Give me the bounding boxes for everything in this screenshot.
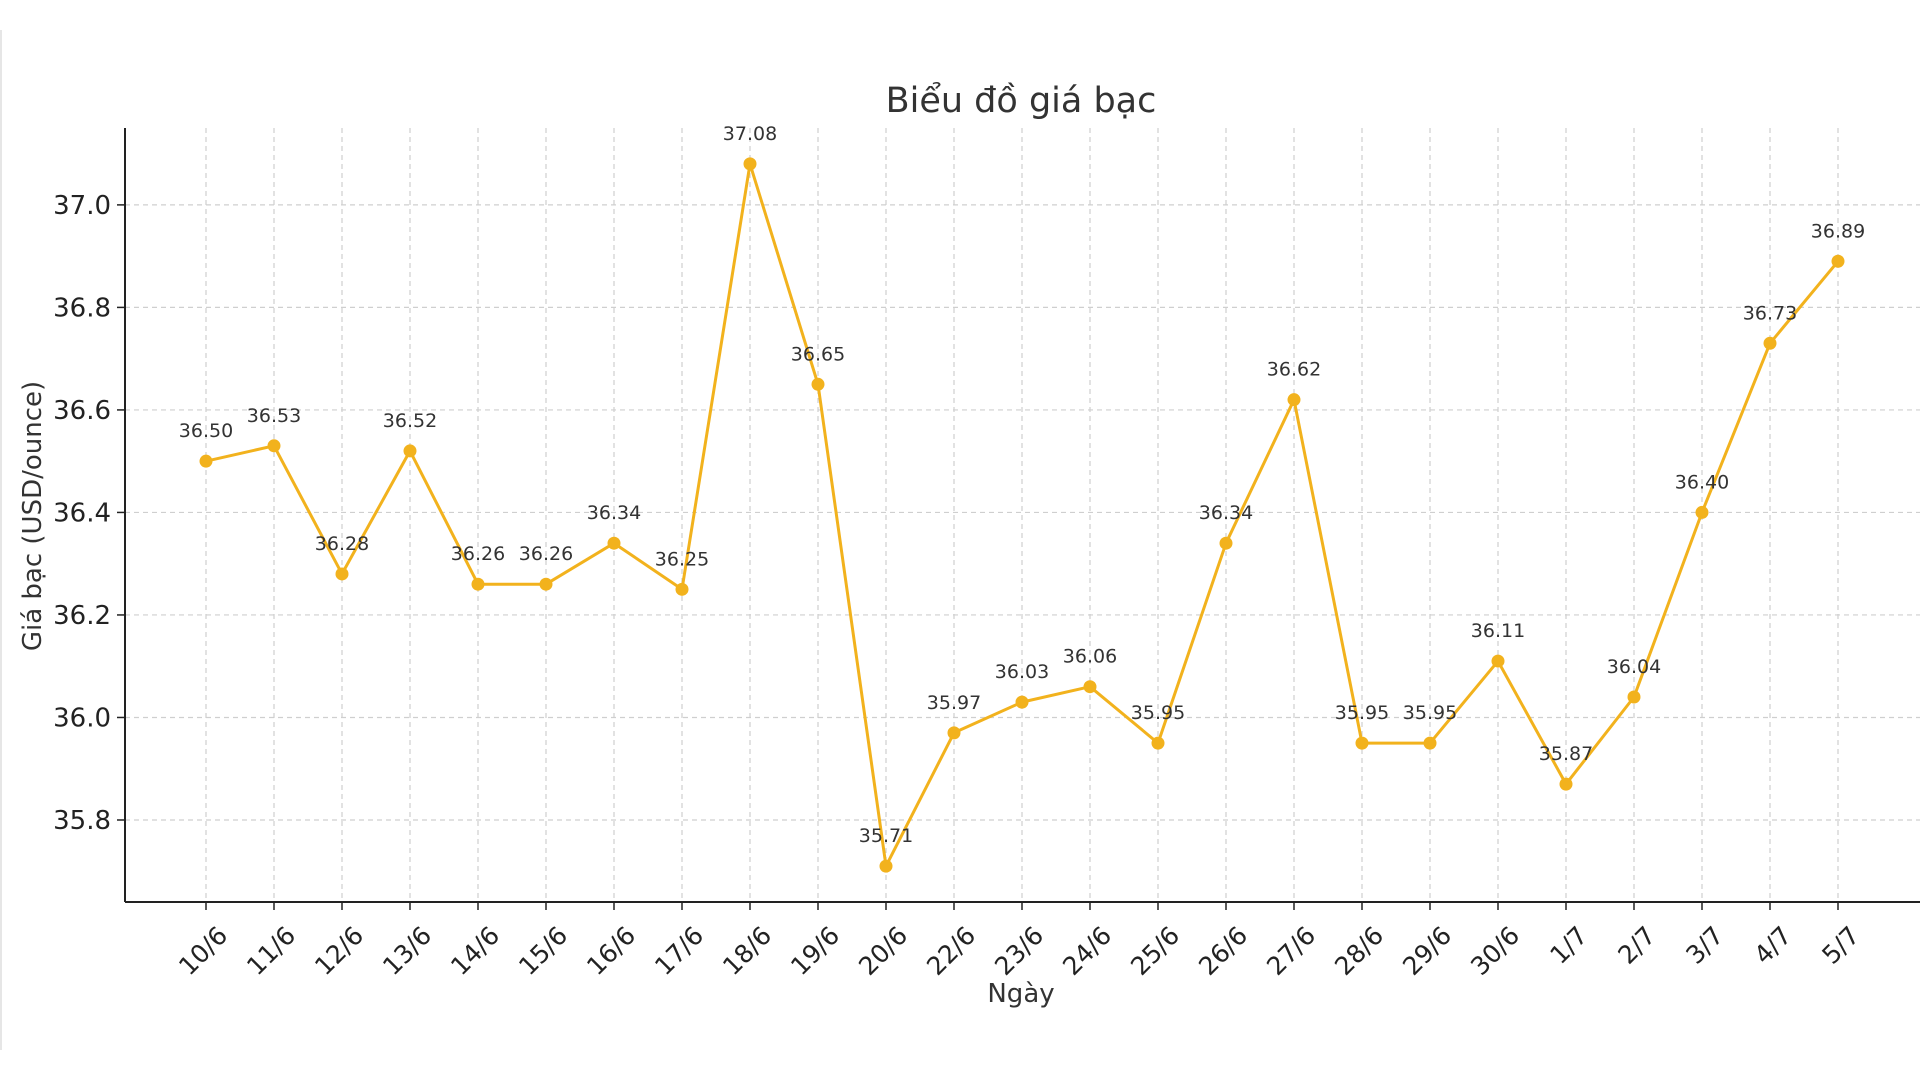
y-tick-label: 37.0 bbox=[53, 191, 111, 221]
data-label: 36.28 bbox=[315, 533, 369, 555]
data-point[interactable] bbox=[1763, 336, 1777, 350]
x-tick-label: 16/6 bbox=[581, 921, 641, 981]
x-tick-label: 10/6 bbox=[173, 921, 233, 981]
y-tick-label: 35.8 bbox=[53, 806, 111, 836]
data-label: 35.87 bbox=[1539, 743, 1593, 765]
data-label: 36.34 bbox=[587, 502, 641, 524]
data-label: 36.26 bbox=[451, 543, 505, 565]
x-tick-label: 4/7 bbox=[1748, 921, 1797, 970]
x-tick-label: 11/6 bbox=[241, 921, 301, 981]
y-axis-title: Giá bạc (USD/ounce) bbox=[18, 381, 48, 651]
data-point[interactable] bbox=[199, 454, 213, 468]
data-label: 36.06 bbox=[1063, 646, 1117, 668]
data-label: 35.95 bbox=[1131, 702, 1185, 724]
data-point[interactable] bbox=[539, 577, 553, 591]
data-point[interactable] bbox=[471, 577, 485, 591]
data-label: 36.34 bbox=[1199, 502, 1253, 524]
x-tick-label: 27/6 bbox=[1261, 921, 1321, 981]
left-edge-divider bbox=[0, 30, 2, 1050]
data-label: 36.25 bbox=[655, 548, 709, 570]
data-label: 36.50 bbox=[179, 420, 233, 442]
data-point[interactable] bbox=[1151, 736, 1165, 750]
data-point[interactable] bbox=[811, 377, 825, 391]
data-point[interactable] bbox=[1083, 680, 1097, 694]
x-tick-label: 3/7 bbox=[1680, 921, 1729, 970]
y-tick-label: 36.8 bbox=[53, 293, 111, 323]
x-tick-label: 20/6 bbox=[853, 921, 913, 981]
x-tick-label: 18/6 bbox=[717, 921, 777, 981]
data-point[interactable] bbox=[1627, 690, 1641, 704]
data-label: 36.73 bbox=[1743, 302, 1797, 324]
data-point[interactable] bbox=[879, 859, 893, 873]
data-label: 36.11 bbox=[1471, 620, 1525, 642]
x-tick-label: 19/6 bbox=[785, 921, 845, 981]
data-point[interactable] bbox=[1491, 654, 1505, 668]
data-point[interactable] bbox=[1219, 536, 1233, 550]
x-tick-label: 5/7 bbox=[1816, 921, 1865, 970]
x-tick-label: 14/6 bbox=[445, 921, 505, 981]
series-layer bbox=[199, 157, 1845, 873]
data-point[interactable] bbox=[1015, 695, 1029, 709]
x-tick-label: 17/6 bbox=[649, 921, 709, 981]
data-label: 36.65 bbox=[791, 343, 845, 365]
chart-title: Biểu đồ giá bạc bbox=[886, 80, 1157, 121]
x-tick-label: 24/6 bbox=[1057, 921, 1117, 981]
data-point[interactable] bbox=[1559, 777, 1573, 791]
data-label: 36.52 bbox=[383, 410, 437, 432]
x-tick-label: 1/7 bbox=[1544, 921, 1593, 970]
data-label: 36.26 bbox=[519, 543, 573, 565]
y-tick-label: 36.4 bbox=[53, 498, 111, 528]
x-tick-label: 26/6 bbox=[1193, 921, 1253, 981]
x-tick-label: 13/6 bbox=[377, 921, 437, 981]
data-label: 36.62 bbox=[1267, 359, 1321, 381]
data-point[interactable] bbox=[1355, 736, 1369, 750]
x-tick-label: 30/6 bbox=[1465, 921, 1525, 981]
data-point[interactable] bbox=[1423, 736, 1437, 750]
x-tick-label: 2/7 bbox=[1612, 921, 1661, 970]
x-tick-label: 23/6 bbox=[989, 921, 1049, 981]
data-point[interactable] bbox=[947, 726, 961, 740]
x-tick-label: 29/6 bbox=[1397, 921, 1457, 981]
data-label: 35.95 bbox=[1335, 702, 1389, 724]
y-tick-label: 36.2 bbox=[53, 601, 111, 631]
grid-layer bbox=[125, 128, 1920, 902]
data-point[interactable] bbox=[1695, 505, 1709, 519]
x-tick-label: 12/6 bbox=[309, 921, 369, 981]
x-tick-label: 15/6 bbox=[513, 921, 573, 981]
data-label: 37.08 bbox=[723, 123, 777, 145]
data-label: 36.03 bbox=[995, 661, 1049, 683]
x-tick-label: 28/6 bbox=[1329, 921, 1389, 981]
data-point[interactable] bbox=[607, 536, 621, 550]
data-point[interactable] bbox=[335, 567, 349, 581]
data-point[interactable] bbox=[1287, 393, 1301, 407]
data-label: 36.53 bbox=[247, 405, 301, 427]
y-tick-label: 36.6 bbox=[53, 396, 111, 426]
data-point[interactable] bbox=[403, 444, 417, 458]
data-label: 36.89 bbox=[1811, 220, 1865, 242]
data-label: 36.40 bbox=[1675, 471, 1729, 493]
x-axis-title: Ngày bbox=[987, 979, 1054, 1009]
data-point[interactable] bbox=[267, 439, 281, 453]
x-tick-label: 25/6 bbox=[1125, 921, 1185, 981]
data-point[interactable] bbox=[1831, 254, 1845, 268]
labels-layer: 36.50 36.53 36.28 36.52 36.26 36.26 36.34 36.25… bbox=[179, 123, 1865, 847]
data-point[interactable] bbox=[743, 157, 757, 171]
data-label: 35.71 bbox=[859, 825, 913, 847]
x-tick-label: 22/6 bbox=[921, 921, 981, 981]
data-label: 35.95 bbox=[1403, 702, 1457, 724]
data-label: 36.04 bbox=[1607, 656, 1661, 678]
data-point[interactable] bbox=[675, 582, 689, 596]
data-label: 35.97 bbox=[927, 692, 981, 714]
y-tick-label: 36.0 bbox=[53, 703, 111, 733]
